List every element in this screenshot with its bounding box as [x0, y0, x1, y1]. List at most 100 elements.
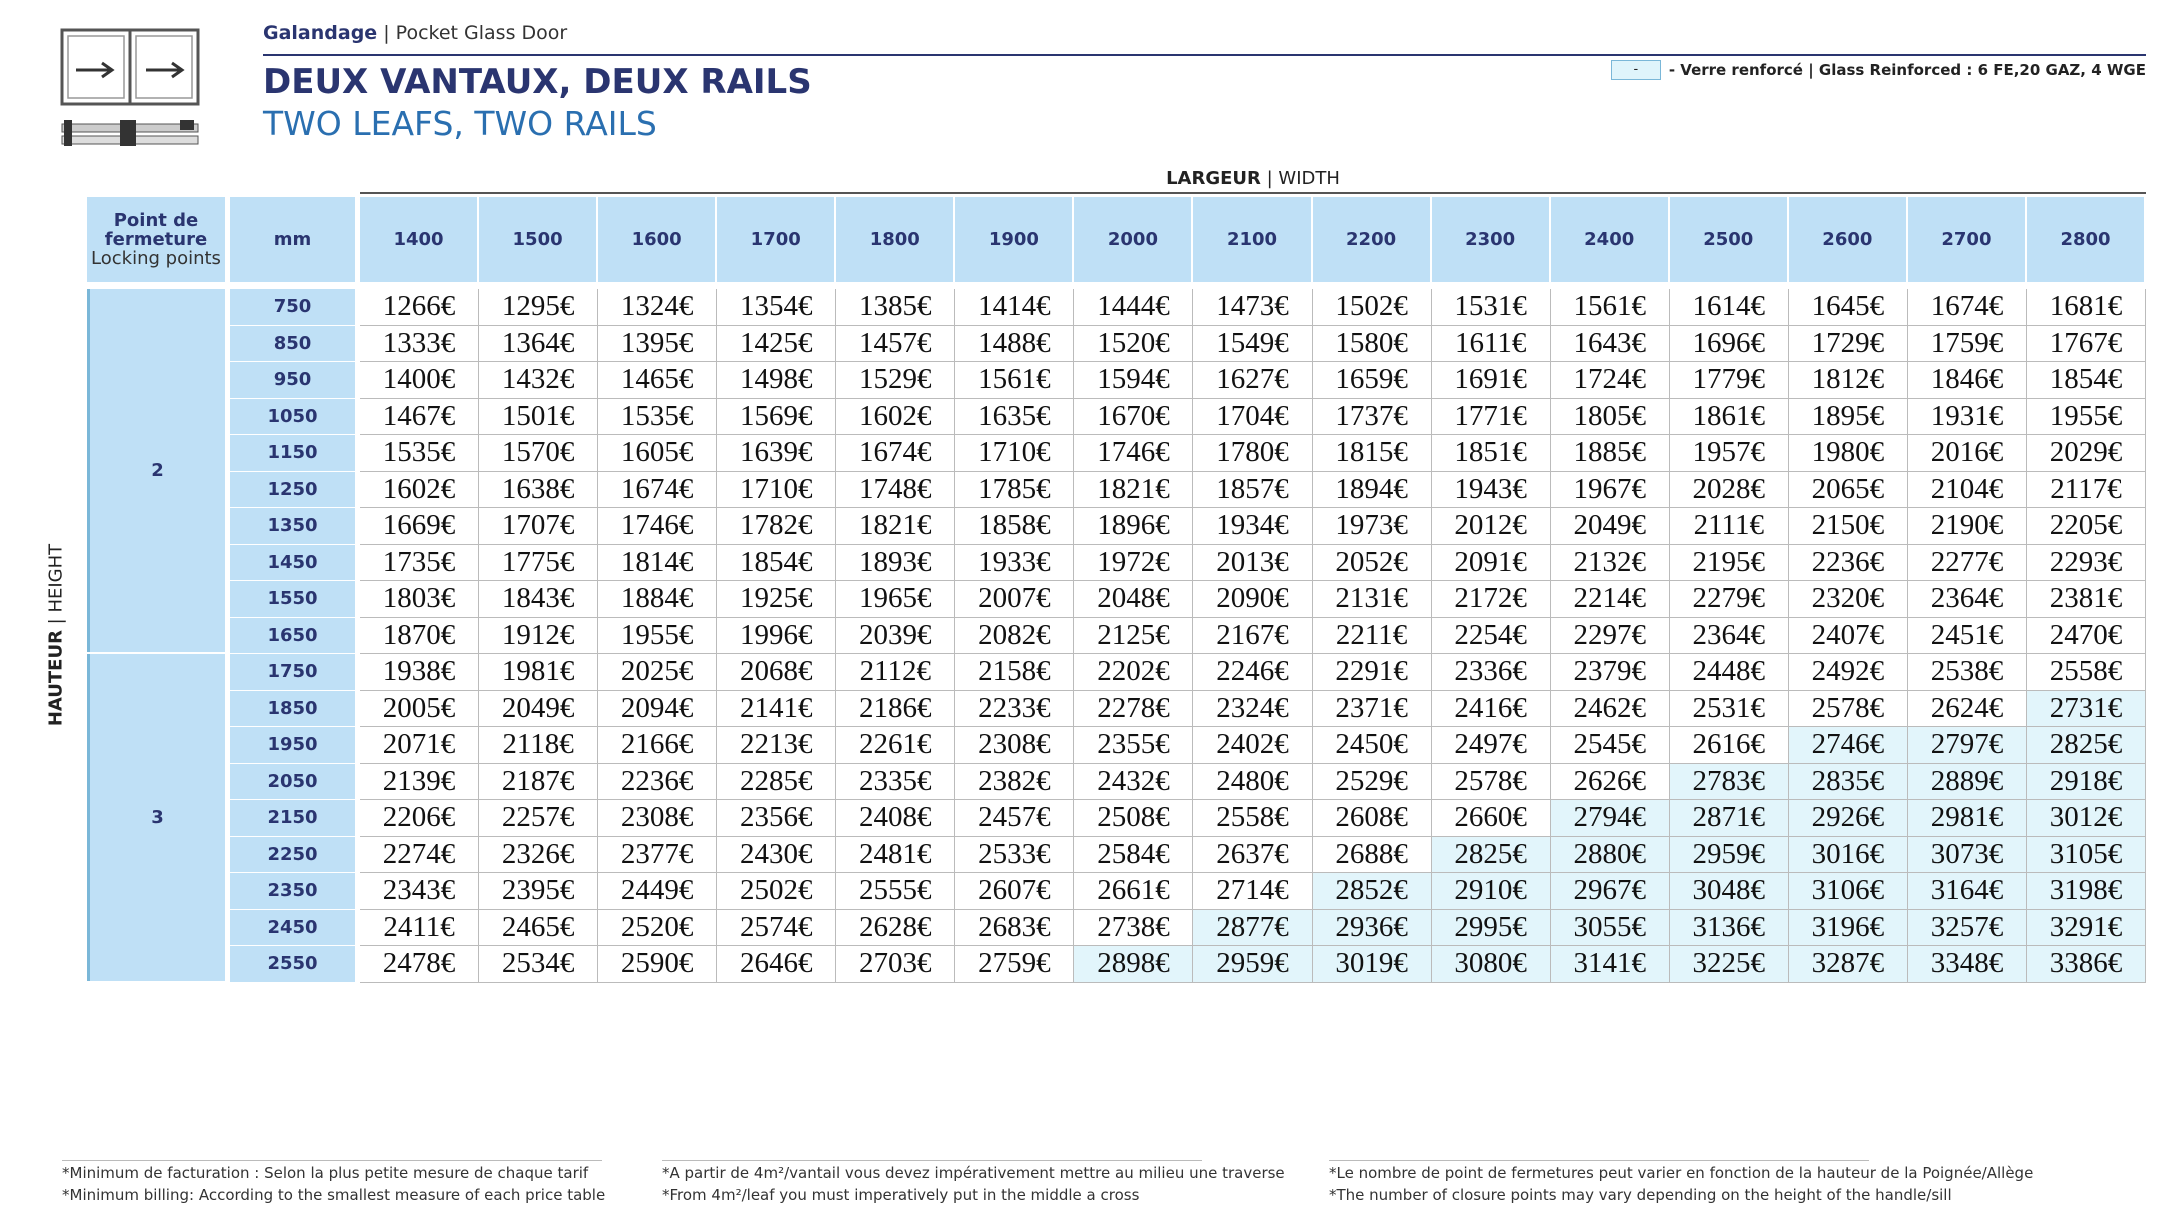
price: 2889€	[1907, 763, 2027, 800]
price: 3105€	[2026, 836, 2147, 873]
price: 2049€	[1550, 508, 1670, 545]
price: 1851€	[1431, 435, 1551, 472]
price: 2285€	[717, 763, 837, 800]
price: 2646€	[717, 946, 837, 983]
price: 2918€	[2026, 763, 2147, 800]
price: 1691€	[1431, 362, 1551, 399]
price: 2825€	[2026, 727, 2147, 764]
price: 2013€	[1193, 544, 1313, 581]
price: 1669€	[360, 508, 480, 545]
price: 2371€	[1312, 690, 1432, 727]
price: 2202€	[1074, 654, 1194, 691]
price: 1643€	[1550, 325, 1670, 362]
height-value: 2450	[230, 909, 355, 946]
height-heading: HAUTEUR | HEIGHT	[45, 543, 67, 727]
price: 2497€	[1431, 727, 1551, 764]
width-header: 1400	[360, 197, 478, 282]
price: 3287€	[1788, 946, 1908, 983]
price: 2608€	[1312, 800, 1432, 837]
price: 2714€	[1193, 873, 1313, 910]
price: 2257€	[479, 800, 599, 837]
price: 1707€	[479, 508, 599, 545]
price: 1782€	[717, 508, 837, 545]
width-header: 2500	[1669, 197, 1787, 282]
price: 2187€	[479, 763, 599, 800]
price: 1605€	[598, 435, 718, 472]
price: 1659€	[1312, 362, 1432, 399]
price: 2959€	[1193, 946, 1313, 983]
price: 1894€	[1312, 471, 1432, 508]
price: 1724€	[1550, 362, 1670, 399]
price: 2167€	[1193, 617, 1313, 654]
price: 1432€	[479, 362, 599, 399]
price: 1858€	[955, 508, 1075, 545]
price: 2470€	[2026, 617, 2147, 654]
price: 1602€	[360, 471, 480, 508]
width-header: 2200	[1312, 197, 1430, 282]
price: 2481€	[836, 836, 956, 873]
price: 1395€	[598, 325, 718, 362]
width-header: 2800	[2026, 197, 2145, 282]
brand: Galandage	[263, 22, 378, 44]
price: 1696€	[1669, 325, 1789, 362]
price: 1645€	[1788, 289, 1908, 326]
price: 1980€	[1788, 435, 1908, 472]
price: 1955€	[598, 617, 718, 654]
price: 1467€	[360, 398, 480, 435]
price: 1857€	[1193, 471, 1313, 508]
price: 2910€	[1431, 873, 1551, 910]
price: 2186€	[836, 690, 956, 727]
price: 2683€	[955, 909, 1075, 946]
footnote-en: *From 4m²/leaf you must imperatively put…	[662, 1186, 1140, 1204]
price: 2104€	[1907, 471, 2027, 508]
price: 2324€	[1193, 690, 1313, 727]
price: 1805€	[1550, 398, 1670, 435]
price: 2626€	[1550, 763, 1670, 800]
price: 1803€	[360, 581, 480, 618]
price: 2660€	[1431, 800, 1551, 837]
price: 2029€	[2026, 435, 2147, 472]
legend-text: - Verre renforcé | Glass Reinforced : 6 …	[1668, 61, 2146, 79]
price: 2416€	[1431, 690, 1551, 727]
price: 1957€	[1669, 435, 1789, 472]
price: 3106€	[1788, 873, 1908, 910]
price: 2661€	[1074, 873, 1194, 910]
price: 1465€	[598, 362, 718, 399]
width-label-en: WIDTH	[1278, 168, 1340, 189]
height-label-en: HEIGHT	[45, 543, 67, 613]
price: 2326€	[479, 836, 599, 873]
price: 1780€	[1193, 435, 1313, 472]
price: 2835€	[1788, 763, 1908, 800]
header-rule	[263, 54, 2146, 56]
price: 2382€	[955, 763, 1075, 800]
mm-header: mm	[230, 197, 355, 282]
height-value: 1350	[230, 508, 355, 545]
price: 1893€	[836, 544, 956, 581]
height-value: 2550	[230, 946, 355, 983]
price: 2214€	[1550, 581, 1670, 618]
price: 2465€	[479, 909, 599, 946]
price: 2112€	[836, 654, 956, 691]
subtitle: TWO LEAFS, TWO RAILS	[263, 104, 657, 143]
price: 1614€	[1669, 289, 1789, 326]
price: 3225€	[1669, 946, 1789, 983]
price: 2172€	[1431, 581, 1551, 618]
price: 2335€	[836, 763, 956, 800]
price: 2628€	[836, 909, 956, 946]
price: 1710€	[717, 471, 837, 508]
price: 2880€	[1550, 836, 1670, 873]
width-rule	[360, 192, 2146, 194]
price: 1972€	[1074, 544, 1194, 581]
price: 1704€	[1193, 398, 1313, 435]
price: 3386€	[2026, 946, 2147, 983]
height-value: 750	[230, 289, 355, 326]
title: DEUX VANTAUX, DEUX RAILS	[263, 62, 812, 102]
height-value: 1550	[230, 581, 355, 618]
price: 3055€	[1550, 909, 1670, 946]
price: 2125€	[1074, 617, 1194, 654]
price: 2111€	[1669, 508, 1789, 545]
price: 2293€	[2026, 544, 2147, 581]
width-heading: LARGEUR | WIDTH	[1166, 168, 1340, 189]
height-value: 1250	[230, 471, 355, 508]
